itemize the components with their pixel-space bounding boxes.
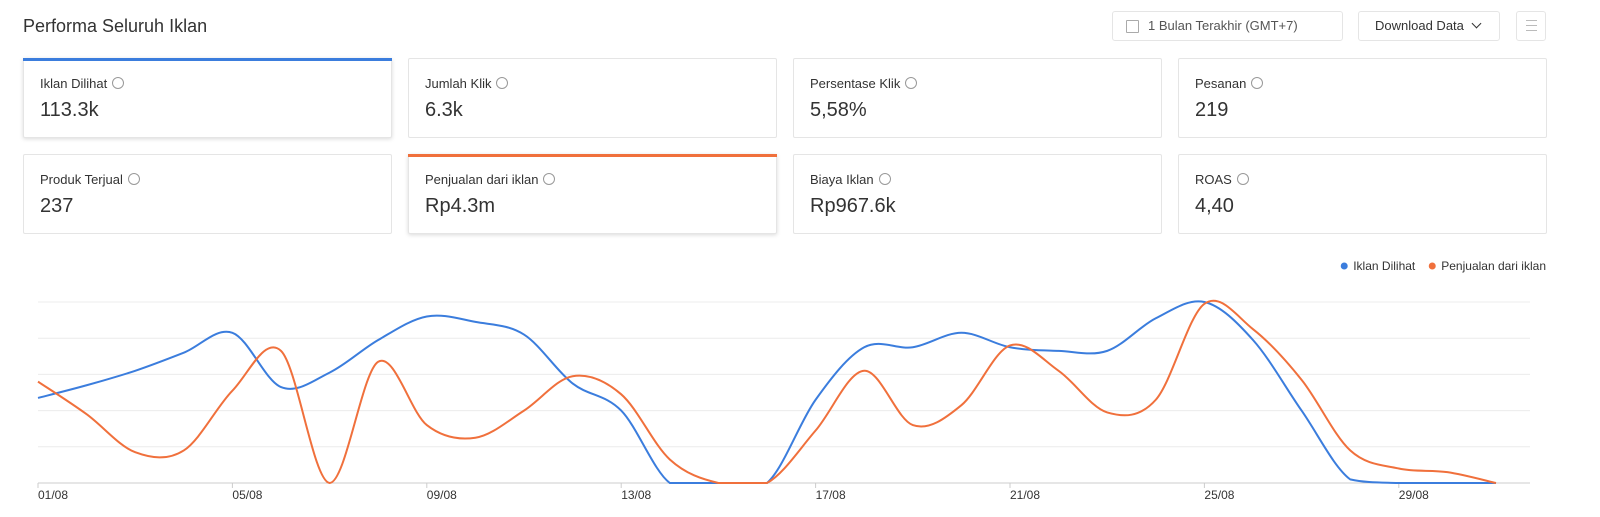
metric-value: Rp4.3m xyxy=(425,195,496,217)
help-icon[interactable] xyxy=(112,77,125,89)
metric-label-text: Jumlah Klik xyxy=(425,76,492,91)
legend-marker xyxy=(1428,262,1436,270)
x-tick-label: 01/08 xyxy=(38,488,68,502)
metric-label-text: Pesanan xyxy=(1195,76,1247,91)
metric-card[interactable]: Pesanan 219 xyxy=(1178,58,1547,138)
help-icon[interactable] xyxy=(905,77,918,89)
metric-card[interactable]: Biaya Iklan Rp967.6k xyxy=(793,154,1162,234)
date-picker[interactable]: 1 Bulan Terakhir (GMT+7) xyxy=(1112,11,1343,41)
legend-marker xyxy=(1340,262,1348,270)
metric-card[interactable]: Iklan Dilihat 113.3k xyxy=(23,58,392,138)
metric-label-text: Biaya Iklan xyxy=(810,172,874,187)
metric-label-text: ROAS xyxy=(1195,172,1232,187)
x-tick-label: 25/08 xyxy=(1204,488,1234,502)
legend-label: Iklan Dilihat xyxy=(1353,259,1416,273)
legend-label: Penjualan dari iklan xyxy=(1441,259,1546,273)
help-icon[interactable] xyxy=(496,77,509,89)
x-tick-label: 05/08 xyxy=(232,488,262,502)
metric-value: 4,40 xyxy=(1195,195,1234,217)
metric-value: 113.3k xyxy=(40,99,99,121)
metric-label: Pesanan xyxy=(1195,76,1264,91)
metric-label: Persentase Klik xyxy=(810,76,918,91)
metric-card[interactable]: Persentase Klik 5,58% xyxy=(793,58,1162,138)
chart: 01/08 05/08 09/08 13/08 17/08 21/08 25/08 29/08… xyxy=(37,259,1546,502)
metric-value: Rp967.6k xyxy=(810,195,896,217)
help-icon[interactable] xyxy=(1236,173,1249,185)
x-tick-label: 17/08 xyxy=(816,488,846,502)
x-tick-label: 29/08 xyxy=(1399,488,1429,502)
metric-label-text: Produk Terjual xyxy=(40,172,123,187)
metric-value: 219 xyxy=(1195,99,1229,121)
series-line xyxy=(37,300,1496,484)
metric-label: Biaya Iklan xyxy=(810,172,891,187)
card-accent xyxy=(23,58,392,61)
help-icon[interactable] xyxy=(543,173,556,185)
x-tick-label: 09/08 xyxy=(427,488,457,502)
date-range: 1 Bulan Terakhir (GMT+7) xyxy=(1148,18,1298,33)
series-line xyxy=(37,299,1497,485)
metric-card[interactable]: ROAS 4,40 xyxy=(1178,154,1547,234)
x-tick-label: 13/08 xyxy=(621,488,651,502)
help-icon[interactable] xyxy=(1251,77,1264,89)
menu-button[interactable] xyxy=(1516,11,1546,41)
metric-label-text: Persentase Klik xyxy=(810,76,901,91)
download-button[interactable]: Download Data xyxy=(1358,11,1500,41)
x-tick-label: 21/08 xyxy=(1010,488,1040,502)
metric-label: Penjualan dari iklan xyxy=(425,172,556,187)
metric-value: 5,58% xyxy=(810,99,867,121)
metric-label: Jumlah Klik xyxy=(425,76,509,91)
metric-card[interactable]: Produk Terjual 237 xyxy=(23,154,392,234)
metric-label: Iklan Dilihat xyxy=(40,76,125,91)
metric-value: 237 xyxy=(40,195,74,217)
metric-card[interactable]: Jumlah Klik 6.3k xyxy=(408,58,777,138)
metric-label-text: Penjualan dari iklan xyxy=(425,172,539,187)
card-accent xyxy=(408,154,777,157)
metric-value: 6.3k xyxy=(425,99,463,121)
help-icon[interactable] xyxy=(878,173,891,185)
metric-card[interactable]: Penjualan dari iklan Rp4.3m xyxy=(408,154,777,234)
download-label: Download Data xyxy=(1375,18,1464,33)
metric-label: ROAS xyxy=(1195,172,1249,187)
metric-label: Produk Terjual xyxy=(40,172,140,187)
help-icon[interactable] xyxy=(127,173,140,185)
metric-label-text: Iklan Dilihat xyxy=(40,76,108,91)
page-title: Performa Seluruh Iklan xyxy=(23,16,208,36)
